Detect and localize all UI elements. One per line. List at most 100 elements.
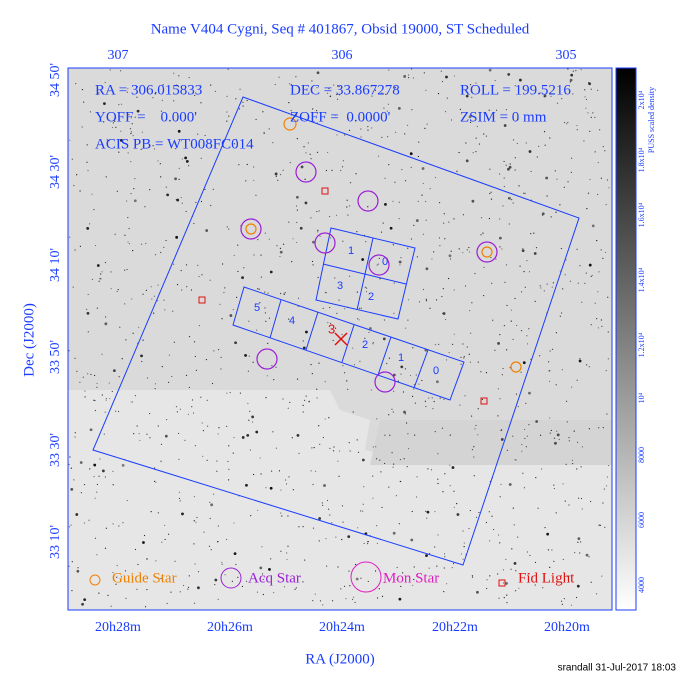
star <box>425 300 428 302</box>
star <box>193 520 195 522</box>
star <box>597 89 599 91</box>
star <box>157 160 159 162</box>
star <box>104 411 106 413</box>
star <box>523 428 526 431</box>
star <box>594 302 596 304</box>
star <box>406 124 409 126</box>
star <box>168 381 170 384</box>
star <box>587 112 589 114</box>
star <box>459 108 461 110</box>
star <box>243 267 245 269</box>
star <box>392 373 396 377</box>
star <box>178 458 180 460</box>
star <box>341 538 343 541</box>
star <box>590 324 592 326</box>
star <box>200 396 202 398</box>
star <box>502 367 504 370</box>
star <box>584 282 586 284</box>
star <box>576 379 578 381</box>
star <box>594 116 596 119</box>
star <box>433 400 435 403</box>
star <box>503 185 505 188</box>
star <box>75 513 79 516</box>
star <box>142 293 144 295</box>
star <box>226 95 228 98</box>
star <box>166 193 170 197</box>
star <box>302 346 306 350</box>
star <box>343 585 346 588</box>
star <box>209 501 211 503</box>
star <box>119 138 123 142</box>
star <box>551 549 553 551</box>
star <box>104 547 107 549</box>
star <box>412 347 414 349</box>
star <box>357 527 359 529</box>
star <box>586 207 588 210</box>
star <box>198 275 200 278</box>
star <box>490 198 493 200</box>
star <box>290 110 292 112</box>
star <box>383 107 385 109</box>
star <box>111 390 113 393</box>
star <box>434 344 437 346</box>
star <box>562 483 564 485</box>
star <box>291 437 293 439</box>
star <box>296 209 298 211</box>
star <box>540 287 542 289</box>
star <box>74 436 76 438</box>
star <box>441 427 444 429</box>
star <box>164 309 166 311</box>
star <box>415 496 418 498</box>
star <box>233 552 237 556</box>
star <box>393 390 395 392</box>
star <box>318 210 320 212</box>
star <box>395 495 397 497</box>
star <box>429 552 431 555</box>
star <box>288 476 290 478</box>
star <box>190 289 193 291</box>
star <box>110 271 112 273</box>
star <box>477 408 479 410</box>
star <box>131 401 134 403</box>
star <box>386 362 388 365</box>
star <box>506 304 508 307</box>
star <box>499 496 501 498</box>
star <box>413 566 415 568</box>
star <box>117 288 119 291</box>
star <box>377 263 379 265</box>
star <box>325 537 327 540</box>
star <box>246 433 250 437</box>
star <box>438 343 440 346</box>
star <box>376 264 378 266</box>
star <box>575 70 577 72</box>
star <box>116 576 118 578</box>
star <box>579 552 581 554</box>
star <box>262 593 264 596</box>
star <box>302 411 304 413</box>
star <box>331 169 333 171</box>
star <box>210 84 212 86</box>
star <box>316 210 318 213</box>
star <box>448 254 452 258</box>
star <box>188 386 190 389</box>
star <box>275 447 278 449</box>
star <box>342 365 344 367</box>
star <box>268 238 270 240</box>
star <box>172 263 175 265</box>
chip-label: 0 <box>433 365 439 377</box>
star <box>349 450 351 452</box>
star <box>285 483 288 485</box>
bottom-tick-label: 20h24m <box>319 620 365 635</box>
star <box>560 600 563 602</box>
chip-label: 0 <box>382 256 388 268</box>
star <box>535 420 539 423</box>
star <box>510 320 512 322</box>
star <box>377 155 380 157</box>
star <box>590 88 592 90</box>
star <box>241 585 244 588</box>
star <box>576 128 578 131</box>
star <box>139 439 141 442</box>
star <box>585 553 589 557</box>
star <box>338 299 340 301</box>
star <box>273 592 275 594</box>
